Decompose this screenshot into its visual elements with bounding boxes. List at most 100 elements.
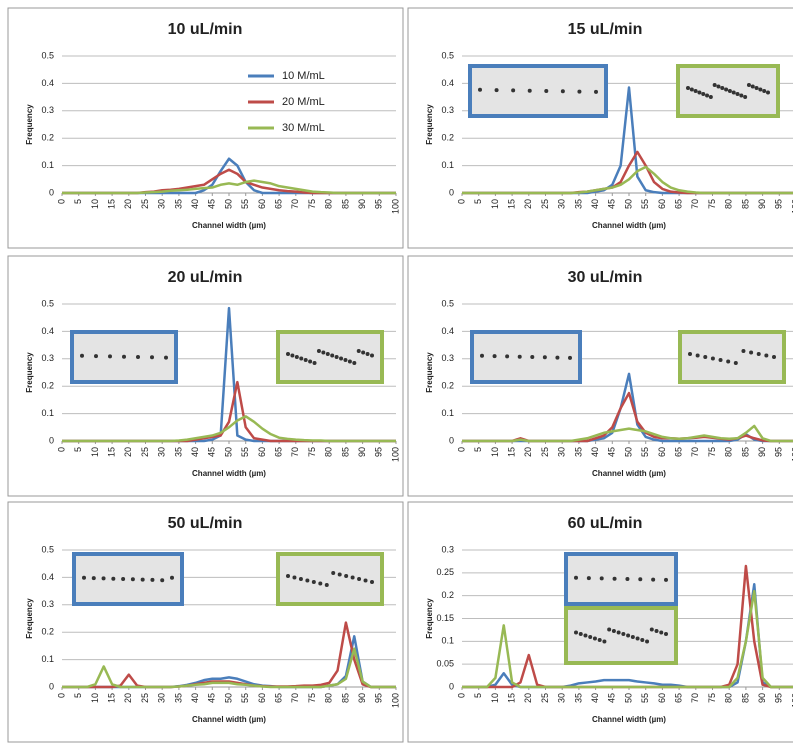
y-tick-label: 0.5 xyxy=(441,50,454,60)
inset-dot xyxy=(150,355,154,359)
inset-dot xyxy=(357,577,361,581)
inset-dot xyxy=(732,91,736,95)
x-tick-label: 40 xyxy=(590,199,600,209)
x-tick-label: 55 xyxy=(240,199,250,209)
y-axis-label: Frequency xyxy=(425,352,434,393)
y-axis-label: Frequency xyxy=(25,104,34,145)
x-tick-label: 70 xyxy=(290,447,300,457)
inset-dot xyxy=(493,354,497,358)
x-tick-label: 20 xyxy=(523,693,533,703)
inset-image xyxy=(472,332,580,382)
x-tick-label: 40 xyxy=(590,693,600,703)
inset-dot xyxy=(659,631,663,635)
inset-dot xyxy=(600,576,604,580)
inset-dot xyxy=(292,576,296,580)
y-tick-label: 0.2 xyxy=(41,381,54,391)
inset-dot xyxy=(505,354,509,358)
x-tick-label: 35 xyxy=(573,447,583,457)
x-tick-label: 20 xyxy=(523,447,533,457)
x-tick-label: 100 xyxy=(390,447,400,462)
inset-dot xyxy=(82,576,86,580)
chart-title: 60 uL/min xyxy=(568,515,643,532)
x-tick-label: 30 xyxy=(157,693,167,703)
x-tick-label: 25 xyxy=(140,693,150,703)
inset-dot xyxy=(701,92,705,96)
x-tick-label: 50 xyxy=(223,199,233,209)
x-tick-label: 40 xyxy=(190,693,200,703)
x-tick-label: 15 xyxy=(106,693,116,703)
inset-dot xyxy=(352,361,356,365)
inset-dot xyxy=(335,355,339,359)
y-tick-label: 0.3 xyxy=(441,353,454,363)
inset-dot xyxy=(122,355,126,359)
inset-dot xyxy=(348,360,352,364)
inset-dot xyxy=(686,86,690,90)
inset-dot xyxy=(338,573,342,577)
inset-image xyxy=(72,332,176,382)
x-tick-label: 75 xyxy=(307,693,317,703)
x-tick-label: 75 xyxy=(707,447,717,457)
x-tick-label: 35 xyxy=(573,693,583,703)
x-tick-label: 70 xyxy=(690,447,700,457)
x-tick-label: 45 xyxy=(607,447,617,457)
inset-dot xyxy=(136,355,140,359)
inset-dot xyxy=(697,91,701,95)
x-tick-label: 45 xyxy=(207,199,217,209)
inset-dot xyxy=(555,356,559,360)
inset-dot xyxy=(705,94,709,98)
x-tick-label: 30 xyxy=(557,447,567,457)
inset-dot xyxy=(339,357,343,361)
y-tick-label: 0.4 xyxy=(441,78,454,88)
x-tick-label: 15 xyxy=(506,447,516,457)
inset-dot xyxy=(743,95,747,99)
inset-dot xyxy=(579,632,583,636)
y-tick-label: 0.3 xyxy=(41,105,54,115)
inset-dot xyxy=(480,354,484,358)
x-tick-label: 80 xyxy=(324,693,334,703)
x-tick-label: 5 xyxy=(473,693,483,698)
y-tick-label: 0.1 xyxy=(41,408,54,418)
y-tick-label: 0 xyxy=(449,187,454,197)
x-tick-label: 10 xyxy=(490,693,500,703)
x-tick-label: 65 xyxy=(273,447,283,457)
x-tick-label: 75 xyxy=(707,199,717,209)
y-tick-label: 0.5 xyxy=(41,544,54,554)
inset-dot xyxy=(719,358,723,362)
legend-label: 20 M/mL xyxy=(282,96,325,108)
inset-frame xyxy=(566,608,676,663)
legend-label: 10 M/mL xyxy=(282,70,325,82)
inset-dot xyxy=(766,91,770,95)
inset-dot xyxy=(631,635,635,639)
y-tick-label: 0.25 xyxy=(436,567,454,577)
inset-dot xyxy=(749,351,753,355)
x-tick-label: 0 xyxy=(456,693,466,698)
inset-dot xyxy=(102,576,106,580)
x-tick-label: 0 xyxy=(56,447,66,452)
inset-dot xyxy=(111,577,115,581)
inset-dot xyxy=(290,354,294,358)
inset-dot xyxy=(299,577,303,581)
y-tick-label: 0.4 xyxy=(41,326,54,336)
x-tick-label: 75 xyxy=(307,447,317,457)
x-tick-label: 100 xyxy=(390,693,400,708)
x-tick-label: 0 xyxy=(456,447,466,452)
inset-dot xyxy=(568,356,572,360)
x-tick-label: 5 xyxy=(473,447,483,452)
x-tick-label: 30 xyxy=(157,199,167,209)
inset-dot xyxy=(716,85,720,89)
panel-border xyxy=(8,8,403,248)
inset-dot xyxy=(511,88,515,92)
x-tick-label: 10 xyxy=(90,447,100,457)
x-tick-label: 70 xyxy=(290,693,300,703)
inset-image xyxy=(74,554,182,604)
inset-dot xyxy=(593,637,597,641)
inset-dot xyxy=(160,578,164,582)
x-tick-label: 90 xyxy=(357,199,367,209)
x-tick-label: 60 xyxy=(657,447,667,457)
x-tick-label: 85 xyxy=(340,199,350,209)
x-tick-label: 95 xyxy=(774,447,784,457)
x-tick-label: 40 xyxy=(190,199,200,209)
y-tick-label: 0.5 xyxy=(41,50,54,60)
inset-dot xyxy=(94,354,98,358)
inset-dot xyxy=(728,89,732,93)
